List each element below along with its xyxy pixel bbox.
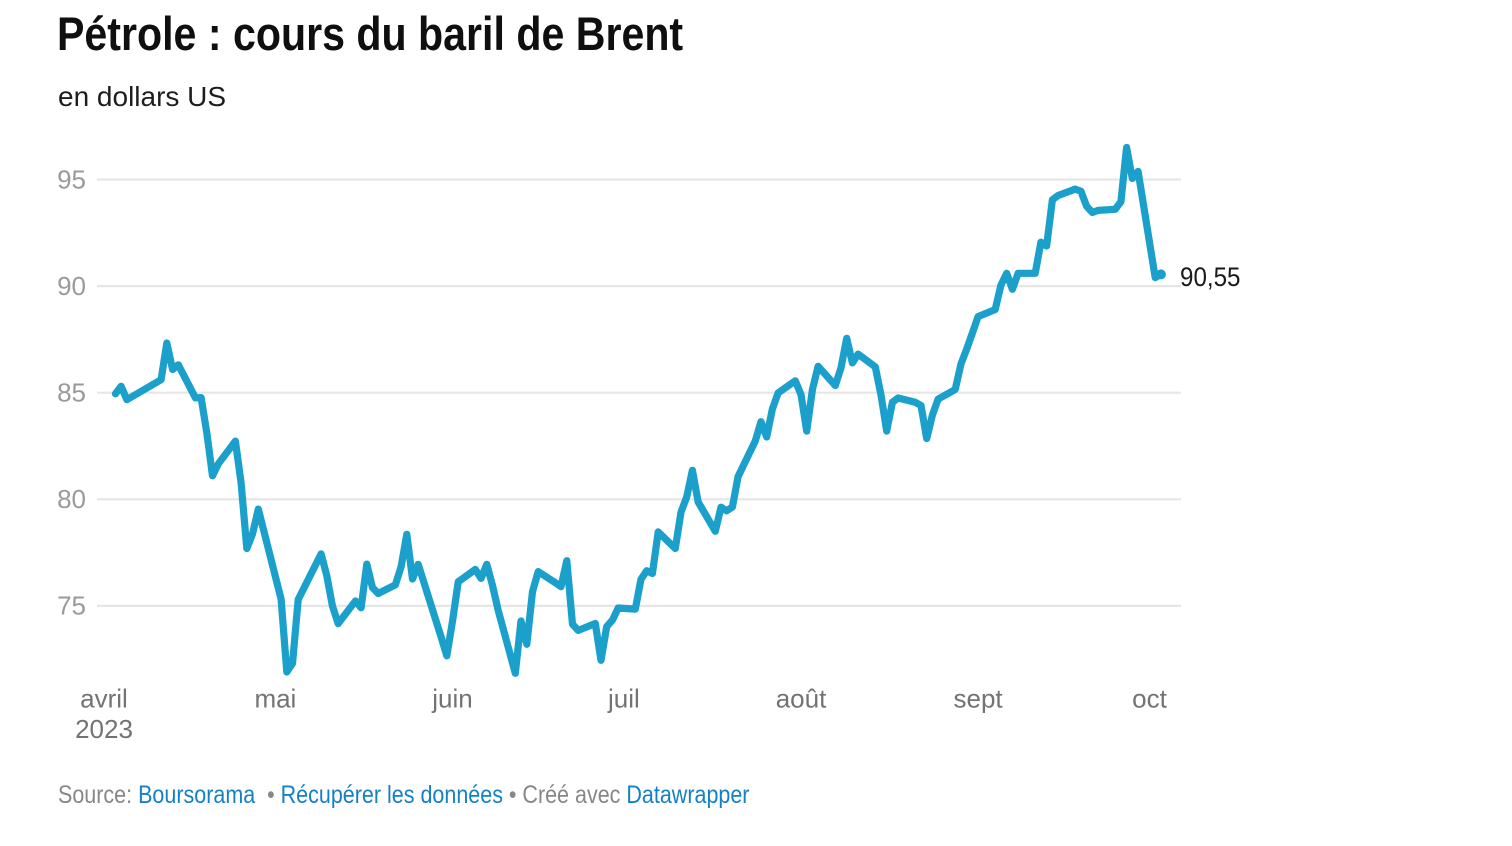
svg-text:juin: juin bbox=[431, 684, 472, 714]
svg-text:75: 75 bbox=[57, 591, 86, 621]
svg-text:90: 90 bbox=[57, 271, 86, 301]
svg-text:avril: avril bbox=[80, 684, 128, 714]
svg-text:sept: sept bbox=[954, 684, 1004, 714]
svg-text:juil: juil bbox=[607, 684, 640, 714]
svg-text:mai: mai bbox=[254, 684, 296, 714]
svg-text:95: 95 bbox=[57, 164, 86, 194]
svg-text:80: 80 bbox=[57, 484, 86, 514]
svg-text:oct: oct bbox=[1132, 684, 1167, 714]
svg-text:90,55: 90,55 bbox=[1180, 262, 1241, 292]
svg-text:2023: 2023 bbox=[75, 714, 133, 744]
svg-text:85: 85 bbox=[57, 378, 86, 408]
svg-text:août: août bbox=[776, 684, 827, 714]
